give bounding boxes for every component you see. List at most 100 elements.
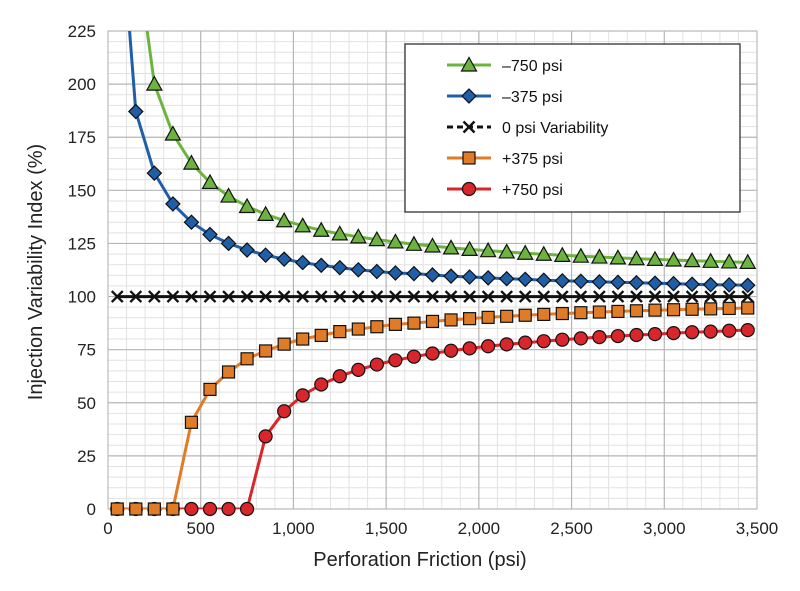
square-marker bbox=[259, 344, 273, 358]
triangle-marker bbox=[349, 228, 367, 244]
square-marker bbox=[314, 328, 328, 343]
square-marker bbox=[147, 502, 161, 516]
triangle-marker bbox=[182, 154, 200, 170]
square-marker bbox=[555, 306, 569, 321]
diamond-marker bbox=[517, 271, 534, 288]
x-marker bbox=[741, 290, 755, 303]
square-marker bbox=[351, 322, 365, 336]
series-layer bbox=[110, 31, 757, 517]
y-tick-label: 150 bbox=[68, 181, 96, 200]
diamond-marker bbox=[127, 103, 144, 120]
square-marker bbox=[388, 317, 403, 331]
triangle-marker bbox=[498, 243, 516, 259]
triangle-marker bbox=[535, 245, 553, 261]
circle-marker bbox=[443, 343, 459, 358]
legend-label: +750 psi bbox=[502, 182, 563, 199]
diamond-marker bbox=[350, 261, 367, 278]
square-marker bbox=[741, 301, 755, 315]
circle-marker bbox=[369, 357, 384, 372]
diamond-marker bbox=[202, 226, 218, 243]
circle-marker bbox=[629, 327, 644, 343]
square-marker bbox=[166, 502, 180, 516]
triangle-marker bbox=[405, 235, 423, 251]
x-marker bbox=[222, 290, 235, 303]
y-tick-label: 25 bbox=[77, 447, 96, 466]
x-tick-label: 3,500 bbox=[736, 519, 779, 538]
series-square bbox=[110, 301, 755, 516]
circle-marker bbox=[351, 362, 366, 377]
diamond-marker bbox=[610, 274, 626, 291]
x-axis-title: Perforation Friction (psi) bbox=[313, 549, 526, 571]
diamond-marker bbox=[313, 257, 330, 274]
triangle-marker bbox=[665, 251, 683, 267]
circle-marker bbox=[573, 331, 588, 346]
x-marker bbox=[166, 290, 180, 303]
x-tick-label: 1,500 bbox=[365, 519, 408, 538]
diamond-marker bbox=[461, 88, 477, 104]
circle-marker bbox=[555, 332, 570, 347]
triangle-marker bbox=[702, 252, 720, 268]
diamond-marker bbox=[535, 272, 552, 289]
x-marker bbox=[333, 290, 347, 303]
circle-marker bbox=[684, 325, 700, 340]
circle-marker bbox=[666, 325, 681, 341]
triangle-marker bbox=[220, 187, 238, 203]
triangle-marker bbox=[442, 239, 460, 255]
diamond-marker bbox=[721, 277, 738, 293]
square-marker bbox=[203, 382, 217, 396]
triangle-marker bbox=[553, 246, 571, 262]
y-axis-tick-labels: 0 25 50 75 100 125 150 175 200 225 bbox=[68, 22, 96, 519]
square-marker bbox=[629, 304, 644, 318]
y-axis-title: Injection Variability Index (%) bbox=[25, 144, 47, 400]
triangle-marker bbox=[739, 253, 757, 269]
x-marker bbox=[704, 290, 717, 303]
x-marker bbox=[648, 290, 662, 303]
legend-label: –375 psi bbox=[502, 89, 563, 106]
x-marker bbox=[462, 120, 476, 134]
x-marker bbox=[574, 290, 588, 303]
x-marker bbox=[407, 290, 421, 303]
x-marker bbox=[555, 290, 569, 303]
x-marker bbox=[185, 290, 198, 303]
square-marker bbox=[425, 314, 440, 329]
triangle-marker bbox=[590, 248, 608, 264]
circle-marker bbox=[221, 501, 236, 517]
x-tick-label: 0 bbox=[103, 519, 112, 538]
triangle-marker bbox=[683, 251, 701, 268]
square-marker bbox=[537, 307, 551, 322]
y-tick-label: 200 bbox=[68, 75, 96, 94]
diamond-marker bbox=[276, 251, 293, 268]
x-marker bbox=[500, 290, 514, 303]
circle-marker bbox=[202, 501, 218, 517]
triangle-marker bbox=[646, 250, 664, 266]
x-tick-label: 2,000 bbox=[458, 519, 501, 538]
triangle-marker bbox=[145, 75, 163, 91]
x-marker bbox=[259, 290, 272, 303]
legend-entries: –750 psi –375 psi 0 psi Variability +375 ps… bbox=[447, 56, 608, 199]
diamond-marker bbox=[665, 275, 682, 292]
square-marker bbox=[221, 365, 236, 379]
legend-label: 0 psi Variability bbox=[502, 120, 608, 137]
square-marker bbox=[444, 313, 458, 327]
y-tick-label: 75 bbox=[77, 341, 96, 360]
diamond-marker bbox=[443, 268, 459, 285]
x-marker bbox=[537, 290, 551, 303]
circle-marker bbox=[481, 339, 496, 354]
x-tick-label: 1,000 bbox=[272, 519, 315, 538]
diamond-marker bbox=[424, 267, 441, 283]
square-marker bbox=[462, 312, 477, 326]
triangle-marker bbox=[331, 225, 349, 241]
triangle-marker bbox=[460, 56, 478, 72]
circle-marker bbox=[536, 334, 551, 349]
triangle-marker bbox=[257, 205, 275, 221]
circle-marker bbox=[462, 341, 477, 356]
diamond-marker bbox=[183, 214, 200, 231]
x-marker bbox=[240, 290, 254, 303]
square-marker bbox=[704, 302, 718, 316]
triangle-marker bbox=[201, 173, 219, 190]
diamond-marker bbox=[165, 196, 181, 212]
square-marker bbox=[648, 303, 662, 317]
series-x bbox=[110, 290, 755, 303]
plot-frame bbox=[107, 30, 758, 510]
circle-marker bbox=[239, 501, 255, 517]
